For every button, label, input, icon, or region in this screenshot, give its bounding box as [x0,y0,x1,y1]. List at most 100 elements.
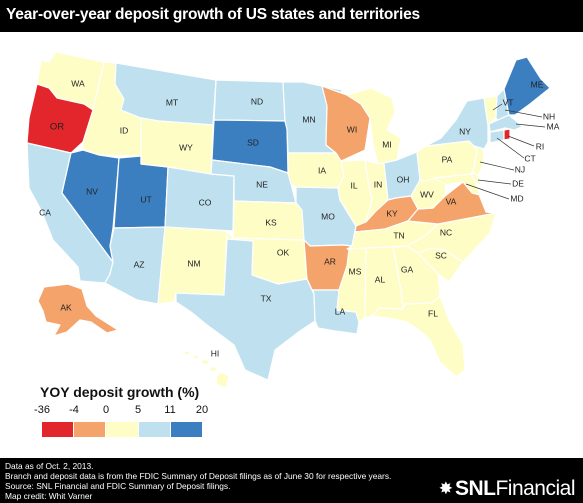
label-WY: WY [179,142,193,152]
label-AZ: AZ [134,259,145,269]
leader-ri [507,135,535,147]
legend-swatch [42,422,75,437]
label-KS: KS [265,217,277,227]
hi-island [183,350,191,356]
label-UT: UT [140,194,151,204]
leader-vt [492,103,503,111]
label-FL: FL [428,308,438,318]
label-AR: AR [324,256,336,266]
label-VA: VA [446,196,457,206]
leader-nj [479,161,515,171]
label-MI: MI [382,139,391,149]
legend-color-bar [42,422,203,437]
state-ND [213,79,286,122]
legend-ticks: -36 -4 0 5 11 20 [0,404,260,418]
label-SD: SD [247,137,259,147]
label-MO: MO [321,211,335,221]
note-source: Source: SNL Financial and FDIC Summary o… [5,481,231,491]
state-IA [287,152,345,189]
label-TN: TN [393,230,404,240]
state-TX [175,238,316,381]
label-CA: CA [39,207,51,217]
label-NY: NY [459,126,471,136]
label-MA: MA [547,121,560,131]
state-FL [371,295,466,378]
states-layer [26,51,551,389]
legend-tick: -4 [69,404,79,416]
label-KY: KY [386,208,398,218]
state-NC [406,212,497,263]
leader-de [477,179,512,185]
legend-tick: 0 [102,404,110,416]
label-RI: RI [536,141,545,151]
legend-swatch [74,422,107,437]
state-NJ [471,145,485,177]
label-IA: IA [318,165,326,175]
note-date: Data as of Oct. 2, 2013. [5,461,94,471]
legend-tick: -36 [34,404,50,416]
legend-swatch [138,422,171,437]
label-IL: IL [350,180,357,190]
label-WA: WA [71,78,85,88]
label-AL: AL [375,274,386,284]
hi-island [192,354,200,360]
leader-ct [496,137,525,159]
label-OR: OR [50,122,64,133]
label-NE: NE [256,179,268,189]
label-NM: NM [187,258,200,268]
leader-ma [515,123,546,128]
logo-light: Financial [495,477,575,500]
label-CT: CT [524,153,535,163]
leader-nh [504,109,543,118]
state-MA [488,114,523,133]
hi-island [200,358,210,366]
label-GA: GA [401,264,414,274]
snl-financial-logo: ✸ SNLFinancial [438,475,576,503]
label-DE: DE [512,178,524,188]
label-leader-lines [465,103,546,200]
label-ID: ID [120,125,129,135]
state-labels: WA OR CA ID NV UT AZ MT WY CO NM ND SD N… [39,78,560,358]
source-notes: Data as of Oct. 2, 2013. Branch and depo… [5,461,435,501]
snl-star-icon: ✸ [438,478,453,499]
legend-tick: 5 [134,404,142,416]
note-branch: Branch and deposit data is from the FDIC… [5,471,392,481]
label-IN: IN [374,179,383,189]
label-TX: TX [261,293,272,303]
state-RI [503,128,511,141]
label-OH: OH [397,174,410,184]
map-title: Year-over-year deposit growth of US stat… [6,6,420,23]
state-AK [37,283,119,337]
state-MS [336,247,367,323]
state-HI [183,350,230,389]
footer: Data as of Oct. 2, 2013. Branch and depo… [0,458,583,503]
label-AK: AK [60,302,72,312]
state-CT [489,129,505,144]
logo-text: SNLFinancial [454,477,576,501]
state-UT [113,155,169,229]
label-CO: CO [199,197,212,207]
state-NY [425,97,489,150]
label-MT: MT [166,97,178,107]
state-WY [140,117,214,175]
state-VT [483,95,498,126]
title-bar: Year-over-year deposit growth of US stat… [0,0,583,32]
legend-title: YOY deposit growth (%) [40,384,200,400]
label-HI: HI [211,348,220,358]
label-WI: WI [347,124,357,134]
legend-tick: 11 [164,404,176,416]
state-NV [61,149,120,263]
label-ND: ND [251,96,263,106]
logo-bold: SNL [454,477,496,500]
label-PA: PA [442,154,453,164]
legend-swatch [106,422,139,437]
state-ME [503,56,551,116]
label-NV: NV [86,186,98,196]
label-OK: OK [277,247,290,257]
label-MS: MS [349,266,362,276]
label-NH: NH [543,111,555,121]
leader-md [465,183,510,200]
label-WV: WV [420,189,434,199]
label-MN: MN [302,114,315,124]
legend-swatch [170,422,203,437]
